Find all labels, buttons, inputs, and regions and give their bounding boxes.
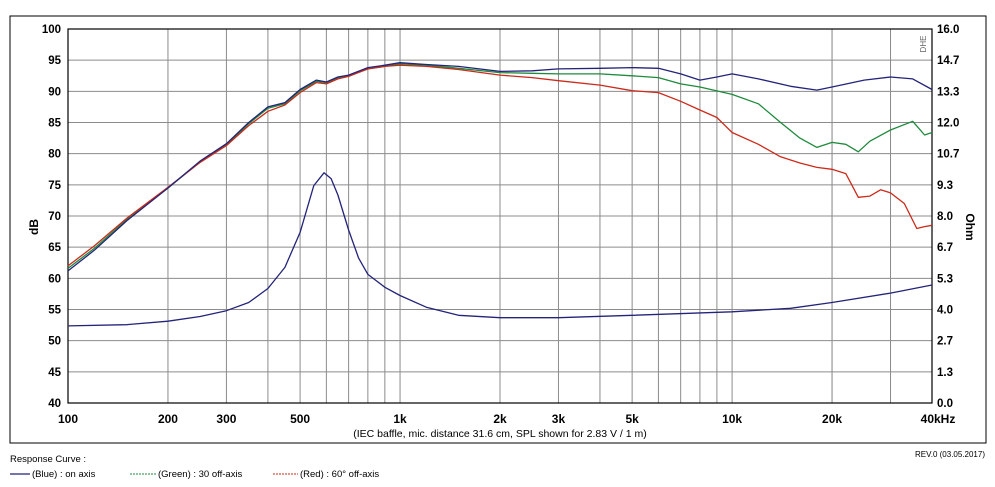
revision-label: REV.0 (03.05.2017) [915, 450, 985, 459]
x-tick-label: 40kHz [921, 412, 956, 426]
chart-frame [9, 15, 987, 444]
y-axis-ticks: 100 95 90 85 80 75 70 65 60 55 50 45 40 [42, 24, 62, 410]
y-tick-label: 75 [48, 180, 61, 192]
legend-item-green: (Green) : 30 off-axis [130, 469, 243, 480]
y2-tick-label: 16.0 [937, 24, 959, 36]
y2-tick-label: 14.7 [937, 55, 959, 67]
y-tick-label: 50 [48, 336, 61, 348]
series-line-30-off-axis [67, 63, 933, 269]
x-tick-label: 20k [822, 412, 842, 426]
y-tick-label: 80 [48, 149, 61, 161]
x-tick-label: 300 [216, 412, 236, 426]
x-axis-ticks: 100 200 300 500 1k 2k 3k 5k 10k 20k 40kHz [58, 412, 955, 426]
y-tick-label: 60 [48, 273, 61, 285]
y-tick-label: 65 [48, 242, 61, 254]
y2-tick-label: 9.3 [937, 180, 953, 192]
y2-tick-label: 8.0 [937, 211, 953, 223]
measurement-note: (IEC baffle, mic. distance 31.6 cm, SPL … [353, 428, 647, 440]
x-tick-label: 10k [722, 412, 742, 426]
y2-tick-label: 13.3 [937, 86, 959, 98]
y-tick-label: 55 [48, 305, 61, 317]
y-axis-label: dB [27, 219, 41, 235]
y2-axis-ticks: 16.0 14.7 13.3 12.0 10.7 9.3 8.0 6.7 5.3 4.0 2.7 1.… [937, 24, 959, 410]
y2-tick-label: 0.0 [937, 398, 953, 410]
y-tick-label: 90 [48, 86, 61, 98]
legend-item-blue: (Blue) : on axis [10, 469, 96, 480]
y-tick-label: 95 [48, 55, 61, 67]
y2-tick-label: 6.7 [937, 242, 953, 254]
legend-label-blue: (Blue) : on axis [32, 469, 96, 480]
x-tick-label: 100 [58, 412, 78, 426]
y2-axis-label: Ohm [963, 213, 977, 240]
series-lines [67, 62, 933, 327]
y-tick-label: 70 [48, 211, 61, 223]
y-tick-label: 40 [48, 398, 61, 410]
x-tick-label: 200 [158, 412, 178, 426]
y2-tick-label: 1.3 [937, 367, 953, 379]
y2-tick-label: 4.0 [937, 305, 953, 317]
series-line-on-axis [67, 62, 933, 272]
legend-label-green: (Green) : 30 off-axis [158, 469, 243, 480]
y2-tick-label: 10.7 [937, 149, 959, 161]
y2-tick-label: 2.7 [937, 336, 953, 348]
y-tick-label: 45 [48, 367, 61, 379]
grid [68, 29, 932, 403]
x-tick-label: 500 [290, 412, 310, 426]
x-tick-label: 2k [493, 412, 507, 426]
y2-tick-label: 5.3 [937, 273, 953, 285]
y-tick-label: 100 [42, 24, 61, 36]
legend-item-red: (Red) : 60° off-axis [273, 469, 379, 480]
legend-label-red: (Red) : 60° off-axis [300, 469, 379, 480]
plot-area-border [67, 28, 933, 404]
x-tick-label: 5k [625, 412, 639, 426]
series-line-impedance [67, 172, 933, 327]
x-tick-label: 1k [393, 412, 407, 426]
legend-header: Response Curve : [10, 454, 86, 465]
series-line-60-off-axis [67, 64, 933, 267]
y2-tick-label: 12.0 [937, 118, 959, 130]
y-tick-label: 85 [48, 118, 61, 130]
x-tick-label: 3k [552, 412, 566, 426]
brand-watermark: DHE [919, 36, 928, 53]
